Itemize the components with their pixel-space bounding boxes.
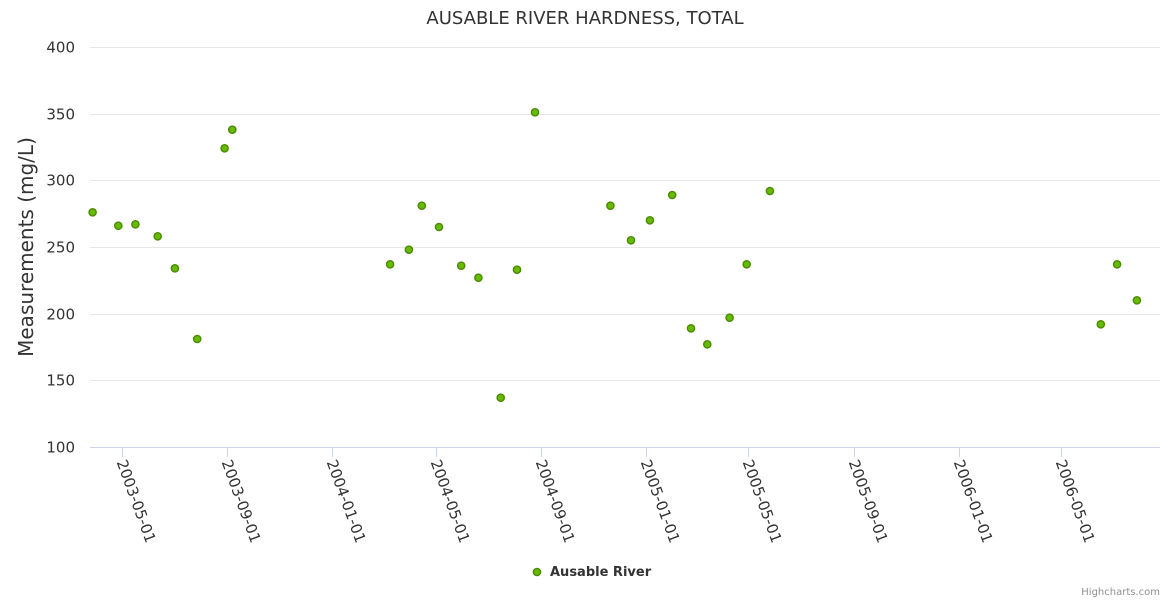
data-point[interactable]: [686, 323, 696, 333]
data-point[interactable]: [606, 201, 615, 210]
y-tick-label: 250: [46, 239, 75, 257]
x-tick-label: 2004-09-01: [532, 457, 579, 545]
data-point[interactable]: [153, 231, 162, 241]
data-point[interactable]: [626, 235, 636, 245]
data-point[interactable]: [192, 334, 202, 344]
points-layer: [88, 108, 1142, 403]
y-tick-label: 350: [46, 106, 75, 124]
y-tick-label: 150: [46, 372, 75, 390]
data-point[interactable]: [220, 143, 229, 153]
data-point[interactable]: [404, 245, 414, 254]
data-point[interactable]: [131, 219, 140, 229]
data-point[interactable]: [114, 221, 123, 230]
data-point[interactable]: [530, 108, 540, 117]
data-point[interactable]: [742, 259, 752, 269]
x-tick-label: 2005-09-01: [845, 457, 892, 545]
data-point[interactable]: [645, 215, 655, 225]
chart-title: AUSABLE RIVER HARDNESS, TOTAL: [426, 8, 743, 29]
x-tick-label: 2005-01-01: [637, 457, 684, 545]
legend-item-ausable-river[interactable]: Ausable River: [550, 565, 652, 580]
y-axis-title: Measurements (mg/L): [14, 137, 38, 357]
data-point[interactable]: [667, 190, 677, 200]
data-point[interactable]: [703, 339, 712, 349]
y-tick-label: 200: [46, 306, 75, 324]
x-tick-label: 2005-05-01: [739, 457, 786, 545]
data-point[interactable]: [1112, 259, 1122, 269]
data-point[interactable]: [765, 186, 775, 196]
legend-marker: [532, 567, 542, 577]
data-point[interactable]: [88, 207, 97, 217]
data-point[interactable]: [1096, 319, 1106, 329]
x-tick-label: 2006-01-01: [950, 457, 997, 545]
data-point[interactable]: [496, 393, 506, 403]
data-point[interactable]: [417, 201, 427, 210]
data-point[interactable]: [725, 313, 734, 323]
data-point[interactable]: [227, 125, 237, 134]
data-point[interactable]: [474, 273, 483, 283]
data-point[interactable]: [512, 265, 522, 275]
data-point[interactable]: [1132, 295, 1142, 305]
x-tick-label: 2004-05-01: [427, 457, 474, 545]
x-tick-label: 2006-05-01: [1052, 457, 1099, 545]
grid-layer: [90, 47, 1160, 381]
y-tick-label: 100: [46, 439, 75, 457]
x-tick-label: 2004-01-01: [323, 457, 370, 545]
y-tick-label: 300: [46, 172, 75, 190]
data-point[interactable]: [456, 261, 466, 271]
y-tick-label: 400: [46, 39, 75, 57]
data-point[interactable]: [434, 222, 444, 232]
data-point[interactable]: [170, 263, 180, 273]
x-tick-label: 2003-09-01: [218, 457, 265, 545]
legend[interactable]: Ausable River: [532, 565, 652, 580]
credits-link[interactable]: Highcharts.com: [1081, 587, 1160, 598]
data-point[interactable]: [385, 259, 395, 269]
x-tick-label: 2003-05-01: [113, 457, 160, 545]
